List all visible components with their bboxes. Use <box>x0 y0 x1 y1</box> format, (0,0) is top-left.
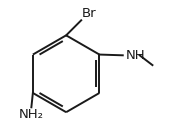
Text: Br: Br <box>82 7 97 19</box>
Text: NH₂: NH₂ <box>19 108 44 121</box>
Text: NH: NH <box>126 49 146 62</box>
